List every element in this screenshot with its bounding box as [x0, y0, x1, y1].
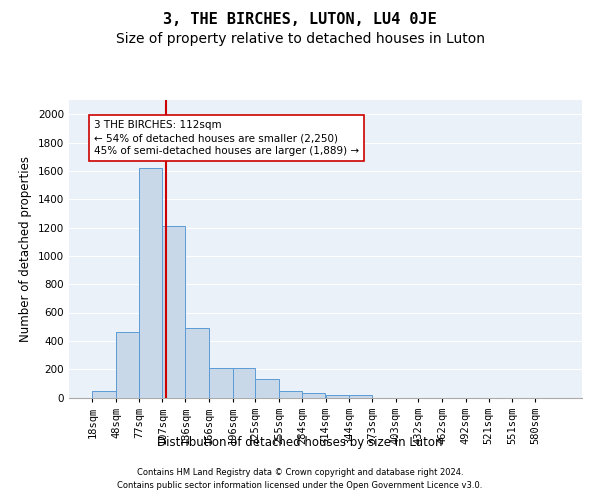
Bar — [279, 391, 302, 398]
Text: Size of property relative to detached houses in Luton: Size of property relative to detached ho… — [115, 32, 485, 46]
Bar — [349, 396, 372, 398]
Bar — [302, 393, 325, 398]
Text: Distribution of detached houses by size in Luton: Distribution of detached houses by size … — [157, 436, 443, 449]
Bar — [185, 328, 209, 398]
Text: 3 THE BIRCHES: 112sqm
← 54% of detached houses are smaller (2,250)
45% of semi-d: 3 THE BIRCHES: 112sqm ← 54% of detached … — [94, 120, 359, 156]
Bar — [139, 168, 163, 398]
Bar — [325, 394, 349, 398]
Bar — [163, 226, 185, 398]
Text: 3, THE BIRCHES, LUTON, LU4 0JE: 3, THE BIRCHES, LUTON, LU4 0JE — [163, 12, 437, 28]
Text: Contains public sector information licensed under the Open Government Licence v3: Contains public sector information licen… — [118, 480, 482, 490]
Bar — [116, 332, 139, 398]
Bar — [92, 391, 116, 398]
Y-axis label: Number of detached properties: Number of detached properties — [19, 156, 32, 342]
Bar — [209, 368, 233, 398]
Bar — [233, 368, 256, 398]
Bar — [256, 379, 279, 398]
Text: Contains HM Land Registry data © Crown copyright and database right 2024.: Contains HM Land Registry data © Crown c… — [137, 468, 463, 477]
